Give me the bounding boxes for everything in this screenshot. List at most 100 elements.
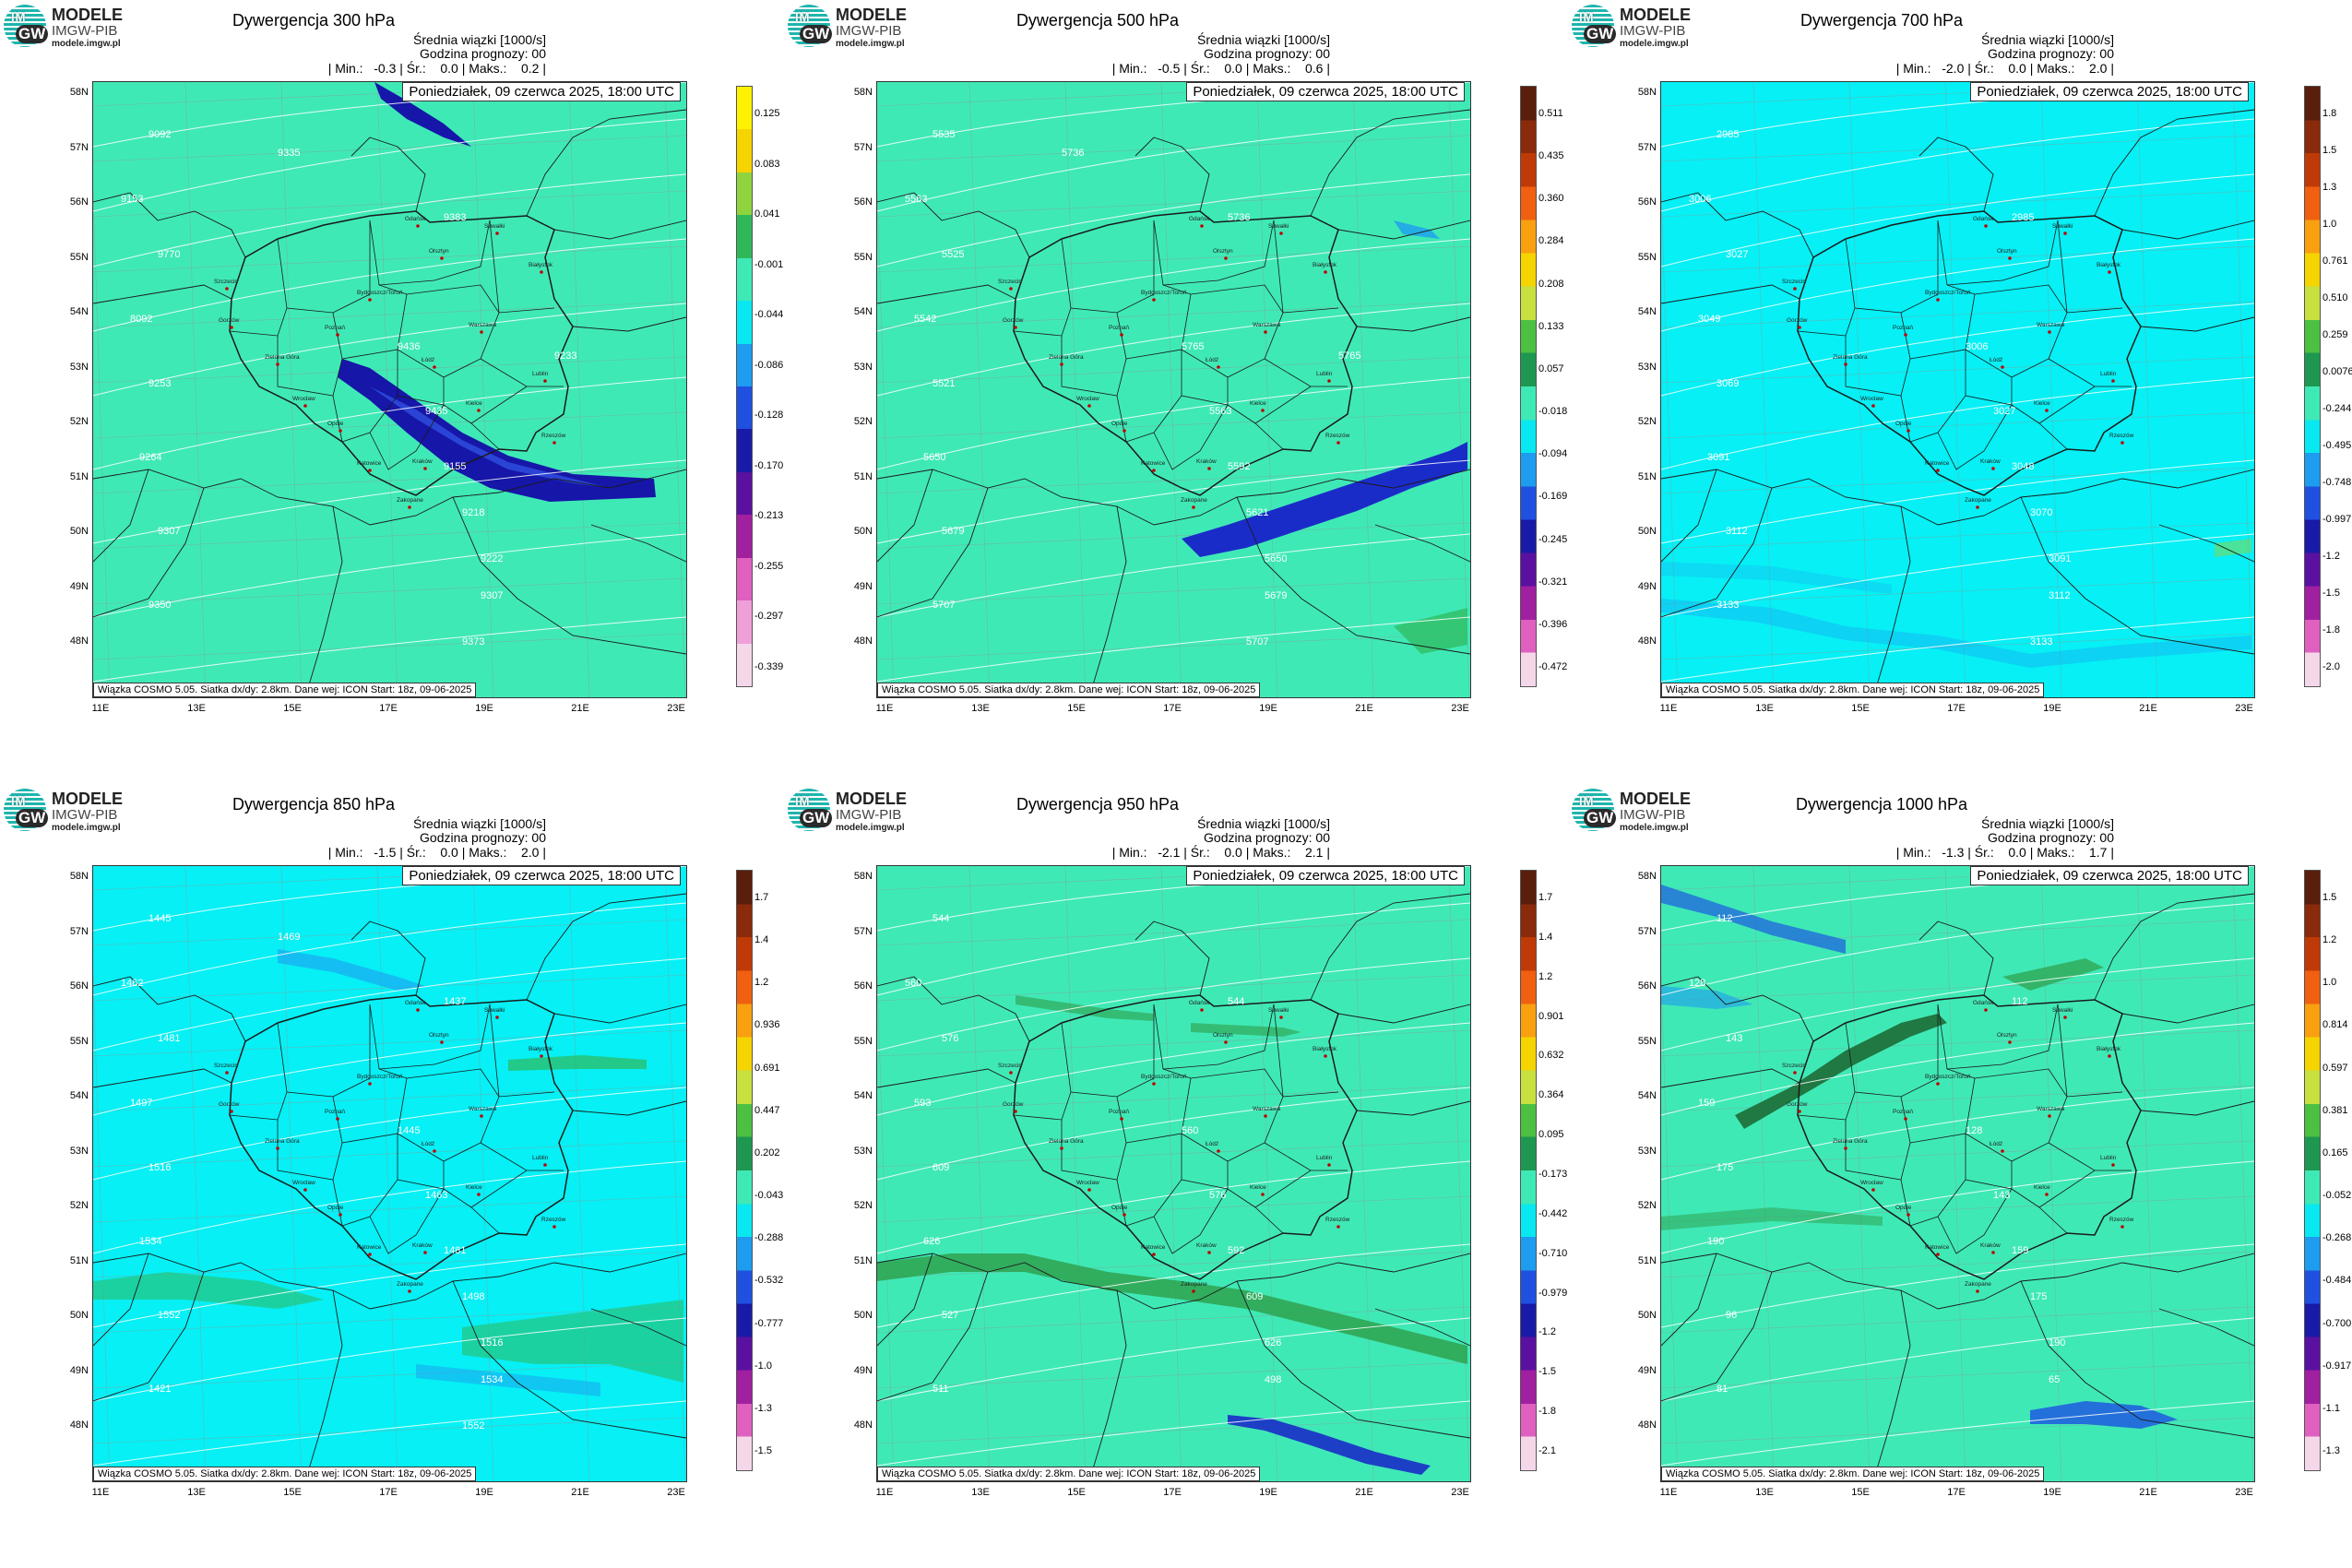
- latitude-label: 53N: [1637, 361, 1657, 373]
- country-border: [877, 1271, 989, 1402]
- divergence-field-area: [1661, 562, 1892, 594]
- voivodeship-border: [369, 1188, 445, 1254]
- city-marker: [339, 1213, 342, 1217]
- map-info: Średnia wiązki [1000/s] Godzina prognozy:…: [413, 817, 546, 845]
- logo-emblem-top: IM: [795, 10, 811, 24]
- country-border: [1661, 1271, 1773, 1402]
- longitude-label: 21E: [2139, 1487, 2157, 1498]
- contour-label: 81: [1716, 1384, 1728, 1395]
- geopotential-contour: [877, 616, 1470, 683]
- city-marker: [1217, 1149, 1220, 1153]
- latitude-label: 49N: [69, 1364, 89, 1376]
- city-label: Bydgoszcz/Toruń: [1925, 290, 1971, 296]
- colorbar-label: 1.5: [2322, 892, 2337, 903]
- geopotential-contour: [1661, 1087, 2254, 1181]
- latitude-gridline: [93, 633, 686, 660]
- colorbar-label: 1.2: [2322, 934, 2337, 946]
- longitude-gridline: [1848, 82, 1871, 697]
- voivodeship-border: [1254, 386, 1312, 424]
- city-label: Olsztyn: [1213, 248, 1233, 255]
- city-label: Poznań: [325, 1109, 345, 1115]
- latitude-gridline: [1661, 974, 2254, 1002]
- contour-label: 9307: [158, 526, 180, 537]
- map-svg: 9092 9153 9770 8092 9253 9264 9307 9350 9383 9436…: [93, 82, 686, 697]
- city-label: Gorzów: [1003, 317, 1024, 324]
- country-border: [526, 893, 686, 1001]
- city-label: Łódź: [422, 1141, 434, 1147]
- latitude-label: 50N: [69, 526, 89, 537]
- city-label: Szczecin: [998, 279, 1022, 285]
- city-label: Poznań: [1893, 325, 1913, 331]
- longitude-gridline: [1160, 82, 1182, 697]
- city-marker: [433, 365, 436, 369]
- colorbar-label: -0.086: [754, 359, 784, 371]
- divergence-field-area: [1661, 599, 2251, 668]
- city-marker: [1904, 333, 1907, 337]
- city-label: Wrocław: [1860, 396, 1883, 402]
- contour-label: 511: [932, 1384, 949, 1395]
- geopotential-contour: [1661, 616, 2254, 683]
- latitude-gridline: [93, 919, 686, 946]
- city-marker: [1224, 1040, 1228, 1044]
- contour-label: 3070: [2030, 507, 2052, 518]
- latitude-label: 52N: [1637, 1200, 1657, 1211]
- city-marker: [495, 232, 499, 235]
- city-marker: [2045, 1193, 2049, 1196]
- colorbar-label: -2.0: [2322, 661, 2340, 672]
- model-footer: Wiązka COSMO 5.05. Siatka dx/dy: 2.8km. …: [1661, 683, 2045, 697]
- latitude-label: 55N: [69, 251, 89, 263]
- city-marker: [276, 362, 279, 366]
- latitude-gridline: [877, 135, 1470, 162]
- latitude-label: 48N: [1637, 636, 1657, 647]
- city-marker: [1976, 1289, 1979, 1293]
- imgw-logo: IM GW MODELE IMGW-PIB modele.imgw.pl: [788, 789, 917, 835]
- contour-label: 3133: [2030, 636, 2052, 647]
- contour-label: 175: [1716, 1162, 1733, 1173]
- logo-name: MODELE: [836, 790, 908, 808]
- logo-url: modele.imgw.pl: [52, 39, 121, 49]
- logo-org: IMGW-PIB: [1620, 23, 1686, 39]
- latitude-label: 54N: [1637, 1090, 1657, 1101]
- city-marker: [1871, 1188, 1875, 1192]
- city-label: Warszawa: [469, 322, 496, 328]
- country-border: [2020, 1280, 2254, 1439]
- city-label: Suwałki: [484, 1007, 505, 1014]
- geopotential-contour: [93, 376, 686, 470]
- info-forecast-hour: Godzina prognozy: 00: [1204, 830, 1330, 845]
- colorbar-label: -1.5: [1538, 1366, 1556, 1378]
- city-marker: [1152, 469, 1156, 472]
- longitude-label: 17E: [1163, 1487, 1182, 1498]
- map-title: Dywergencja 300 hPa: [232, 11, 396, 30]
- latitude-gridline: [93, 467, 686, 494]
- longitude-label: 21E: [571, 703, 589, 714]
- country-border: [93, 1068, 232, 1088]
- contour-label: 9233: [554, 350, 576, 362]
- contour-label: 626: [923, 1236, 940, 1247]
- map-svg: 544 560 576 593 609 626 527 511 544 560 576 592 609 6…: [877, 866, 1470, 1481]
- contour-label: 65: [2049, 1374, 2060, 1385]
- city-label: Wrocław: [1076, 1180, 1099, 1186]
- info-forecast-hour: Godzina prognozy: 00: [1204, 46, 1330, 61]
- contour-label: 5679: [942, 526, 964, 537]
- latitude-label: 57N: [853, 141, 873, 153]
- city-label: Łódź: [1206, 357, 1218, 363]
- country-border: [93, 976, 246, 1042]
- contour-label: 112: [2012, 996, 2028, 1007]
- contour-label: 190: [2049, 1337, 2065, 1348]
- city-marker: [1936, 1082, 1940, 1086]
- contour-label: 5707: [932, 600, 955, 611]
- latitude-gridline: [877, 633, 1470, 660]
- colorbar-label: -1.0: [754, 1360, 772, 1372]
- colorbar-label: -0.255: [754, 560, 784, 572]
- city-label: Bydgoszcz/Toruń: [1141, 1074, 1187, 1080]
- country-border: [304, 1289, 343, 1481]
- latitude-label: 53N: [853, 361, 873, 373]
- longitude-gridline: [1448, 82, 1470, 697]
- divergence-field-area: [1394, 608, 1467, 654]
- valid-date: Poniedziałek, 09 czerwca 2025, 18:00 UTC: [402, 82, 681, 101]
- country-border: [1872, 505, 1911, 697]
- longitude-gridline: [1752, 866, 1775, 1481]
- poland-border: [1013, 210, 1358, 496]
- city-label: Rzeszów: [2109, 433, 2134, 439]
- latitude-gridline: [1661, 919, 2254, 946]
